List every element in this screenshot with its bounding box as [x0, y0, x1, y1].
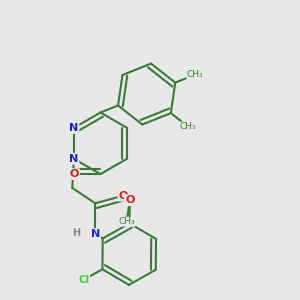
Text: N: N [91, 229, 100, 239]
Text: H: H [73, 228, 81, 238]
Text: CH₃: CH₃ [118, 217, 135, 226]
Text: Cl: Cl [78, 275, 89, 285]
Text: O: O [125, 195, 134, 205]
Text: CH₃: CH₃ [179, 122, 196, 131]
Text: N: N [69, 154, 78, 164]
Text: O: O [70, 169, 79, 179]
Text: O: O [118, 190, 128, 201]
Text: CH₃: CH₃ [187, 70, 204, 79]
Text: N: N [69, 123, 78, 133]
